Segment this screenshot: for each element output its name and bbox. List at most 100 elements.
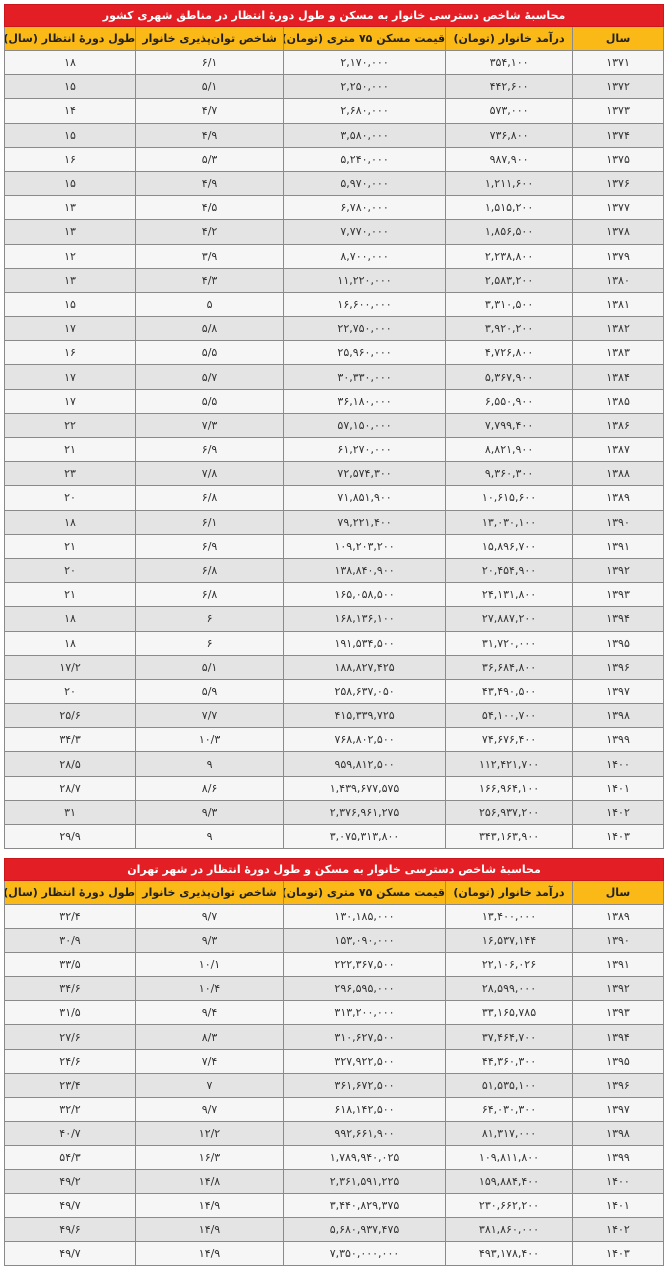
cell-waiting-period: ۲۷/۶ — [4, 1024, 136, 1050]
cell-value: ۷/۷ — [201, 709, 218, 723]
cell-value: ۱۴۰۱ — [606, 781, 630, 795]
cell-affordability-index: ۱۲/۲ — [135, 1120, 284, 1146]
cell-value: ۱۳۷۶ — [606, 177, 630, 191]
cell-value: ۱۶۶,۹۶۴,۱۰۰ — [478, 781, 540, 795]
cell-value: ۲,۶۸۰,۰۰۰ — [340, 104, 389, 118]
cell-value: ۲۲ — [64, 418, 76, 432]
cell-household-income: ۱,۵۱۵,۲۰۰ — [445, 195, 574, 221]
cell-value: ۴۹/۷ — [59, 1199, 81, 1213]
cell-household-income: ۴۳,۴۹۰,۵۰۰ — [445, 678, 574, 705]
cell-housing-price-75m: ۱۱,۲۲۰,۰۰۰ — [283, 267, 447, 293]
cell-waiting-period: ۴۹/۷ — [4, 1193, 136, 1219]
table-row: ۱۴۰۳ ۳۴۳,۱۶۳,۹۰۰ ۳,۰۷۵,۳۱۳,۸۰۰ ۹ ۲۹/۹ — [3, 823, 665, 850]
table-row: ۱۳۹۲ ۲۰,۴۵۴,۹۰۰ ۱۳۸,۸۴۰,۹۰۰ ۶/۸ ۲۰ — [3, 557, 665, 584]
cell-waiting-period: ۱۶ — [3, 146, 137, 172]
cell-year: ۱۳۷۱ — [572, 49, 665, 76]
cell-value: ۵۴,۱۰۰,۷۰۰ — [481, 709, 537, 723]
cell-value: ۱۶,۵۳۷,۱۴۴ — [481, 934, 537, 948]
cell-housing-price-75m: ۶۱,۲۷۰,۰۰۰ — [283, 436, 447, 463]
cell-affordability-index: ۵ — [135, 291, 285, 318]
cell-year: ۱۳۸۷ — [572, 436, 665, 463]
cell-waiting-period: ۲۲ — [3, 412, 137, 439]
cell-year: ۱۳۷۵ — [572, 146, 665, 172]
cell-year: ۱۳۹۹ — [572, 1144, 664, 1171]
cell-affordability-index: ۷ — [135, 1072, 284, 1098]
cell-value: ۲۱ — [64, 443, 76, 457]
cell-value: ۳۱/۵ — [59, 1006, 81, 1020]
cell-value: ۲۰,۴۵۴,۹۰۰ — [481, 564, 537, 578]
cell-value: ۹ — [206, 830, 213, 844]
table-row: ۱۳۸۵ ۶,۵۵۰,۹۰۰ ۳۶,۱۸۰,۰۰۰ ۵/۵ ۱۷ — [3, 388, 665, 414]
table-row: ۱۳۷۳ ۵۷۳,۰۰۰ ۲,۶۸۰,۰۰۰ ۴/۷ ۱۴ — [3, 98, 665, 124]
cell-value: ۱۳۹۹ — [606, 1150, 630, 1164]
cell-waiting-period: ۵۴/۳ — [4, 1144, 136, 1171]
cell-value: ۴/۳ — [201, 273, 218, 287]
cell-household-income: ۱۶,۵۳۷,۱۴۴ — [445, 928, 573, 954]
cell-value: ۴۹/۷ — [59, 1247, 81, 1261]
cell-housing-price-75m: ۷,۳۵۰,۰۰۰,۰۰۰ — [283, 1241, 446, 1267]
cell-waiting-period: ۱۳ — [3, 219, 137, 245]
cell-value: ۴۴۲,۶۰۰ — [489, 80, 529, 94]
cell-value: ۹/۷ — [201, 1102, 218, 1116]
cell-value: ۱۳۷۵ — [606, 152, 630, 166]
cell-value: ۴۹۳,۱۷۸,۴۰۰ — [478, 1247, 540, 1261]
cell-waiting-period: ۱۳ — [3, 195, 137, 221]
cell-waiting-period: ۴۹/۷ — [4, 1241, 136, 1267]
cell-housing-price-75m: ۷۶۸,۸۰۲,۵۰۰ — [283, 727, 447, 753]
cell-value: ۲۸/۵ — [59, 757, 81, 771]
column-header-waiting-period: طول دورهٔ انتظار (سال) — [3, 26, 137, 51]
cell-year: ۱۴۰۲ — [572, 1217, 664, 1243]
cell-housing-price-75m: ۳,۴۴۰,۸۲۹,۳۷۵ — [283, 1193, 446, 1219]
cell-value: ۷/۸ — [201, 467, 218, 481]
cell-household-income: ۲۲,۱۰۶,۰۲۶ — [445, 952, 573, 978]
table-row: ۱۴۰۰ ۱۱۲,۴۲۱,۷۰۰ ۹۵۹,۸۱۲,۵۰۰ ۹ ۲۸/۵ — [3, 751, 665, 777]
cell-value: ۳۷,۴۶۴,۷۰۰ — [481, 1030, 537, 1044]
cell-year: ۱۳۹۷ — [572, 1096, 664, 1122]
table-row: ۱۳۹۹ ۱۰۹,۸۱۱,۸۰۰ ۱,۷۸۹,۹۴۰,۰۲۵ ۱۶/۳ ۵۴/۳ — [4, 1144, 664, 1171]
cell-value: ۷۱,۸۵۱,۹۰۰ — [337, 491, 392, 505]
title-row: محاسبهٔ شاخص دسترسی خانوار به مسکن و طول… — [3, 4, 665, 27]
cell-value: ۲,۲۵۰,۰۰۰ — [340, 80, 389, 94]
cell-value: ۲۴,۱۳۱,۸۰۰ — [481, 588, 537, 602]
cell-value: ۲۰ — [64, 564, 76, 578]
cell-value: ۱۳۷۲ — [606, 80, 630, 94]
cell-value: ۱۴۰۱ — [606, 1199, 630, 1213]
cell-housing-price-75m: ۷۲,۵۷۴,۳۰۰ — [283, 461, 447, 487]
cell-affordability-index: ۶/۹ — [135, 533, 285, 559]
cell-value: ۳۸۱,۸۶۰,۰۰۰ — [478, 1223, 540, 1237]
cell-year: ۱۴۰۱ — [572, 775, 665, 801]
cell-year: ۱۳۸۹ — [572, 903, 664, 930]
cell-year: ۱۳۹۱ — [572, 533, 665, 559]
table-row: ۱۳۸۸ ۹,۳۶۰,۳۰۰ ۷۲,۵۷۴,۳۰۰ ۷/۸ ۲۳ — [3, 461, 665, 487]
cell-value: ۱۴۰۲ — [606, 1223, 630, 1237]
table-row: ۱۳۹۳ ۲۴,۱۳۱,۸۰۰ ۱۶۵,۰۵۸,۵۰۰ ۶/۸ ۲۱ — [3, 582, 665, 608]
cell-year: ۱۳۹۱ — [572, 952, 664, 978]
cell-value: ۱۳۹۳ — [606, 1006, 630, 1020]
cell-value: ۲,۲۳۸,۸۰۰ — [484, 249, 534, 263]
cell-value: ۱۲ — [64, 249, 76, 263]
cell-value: ۷,۳۵۰,۰۰۰,۰۰۰ — [329, 1247, 400, 1261]
cell-housing-price-75m: ۱۹۱,۵۳۴,۵۰۰ — [283, 630, 447, 656]
cell-value: ۳۴/۶ — [59, 982, 81, 996]
column-header-household-income: درآمد خانوار (تومان) — [445, 26, 574, 51]
cell-household-income: ۴,۷۲۶,۸۰۰ — [445, 340, 574, 366]
cell-household-income: ۱۶۶,۹۶۴,۱۰۰ — [445, 775, 574, 801]
cell-year: ۱۳۹۶ — [572, 654, 665, 680]
cell-value: ۱۴/۸ — [198, 1175, 221, 1189]
cell-value: ۲۹۶,۵۹۵,۰۰۰ — [334, 982, 395, 996]
table-row: ۱۳۸۱ ۳,۳۱۰,۵۰۰ ۱۶,۶۰۰,۰۰۰ ۵ ۱۵ — [3, 291, 665, 318]
cell-value: ۷۳۶,۸۰۰ — [489, 128, 529, 142]
cell-year: ۱۳۷۹ — [572, 243, 665, 269]
cell-year: ۱۳۷۶ — [572, 170, 665, 197]
cell-value: ۱,۲۱۱,۶۰۰ — [484, 177, 534, 191]
cell-household-income: ۵۴,۱۰۰,۷۰۰ — [445, 703, 574, 729]
cell-year: ۱۴۰۲ — [572, 799, 665, 826]
cell-affordability-index: ۹/۳ — [135, 928, 284, 954]
cell-value: ۹۵۹,۸۱۲,۵۰۰ — [334, 757, 395, 771]
cell-household-income: ۲۸,۵۹۹,۰۰۰ — [445, 976, 573, 1002]
cell-year: ۱۳۸۵ — [572, 388, 665, 414]
cell-value: ۱,۸۵۶,۵۰۰ — [484, 225, 534, 239]
cell-value: ۹/۳ — [201, 934, 218, 948]
title-row: محاسبهٔ شاخص دسترسی خانوار به مسکن و طول… — [4, 858, 664, 881]
table-row: ۱۳۸۳ ۴,۷۲۶,۸۰۰ ۲۵,۹۶۰,۰۰۰ ۵/۵ ۱۶ — [3, 340, 665, 366]
